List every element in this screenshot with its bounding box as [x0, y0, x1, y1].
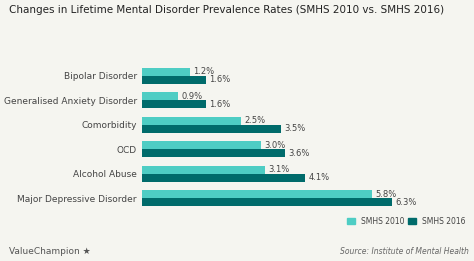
Text: 3.0%: 3.0%: [264, 141, 286, 150]
Text: 4.1%: 4.1%: [308, 173, 329, 182]
Bar: [142, 174, 305, 182]
Text: 3.1%: 3.1%: [268, 165, 290, 174]
Text: 5.8%: 5.8%: [375, 190, 397, 199]
Bar: [142, 125, 281, 133]
Text: 2.5%: 2.5%: [245, 116, 266, 125]
Bar: [142, 191, 373, 198]
Bar: [142, 68, 190, 76]
Text: Source: Institute of Mental Health: Source: Institute of Mental Health: [340, 247, 469, 256]
Text: 6.3%: 6.3%: [395, 198, 417, 207]
Text: Changes in Lifetime Mental Disorder Prevalence Rates (SMHS 2010 vs. SMHS 2016): Changes in Lifetime Mental Disorder Prev…: [9, 5, 445, 15]
Text: ValueChampion ★: ValueChampion ★: [9, 247, 91, 256]
Bar: [142, 198, 392, 206]
Bar: [142, 166, 265, 174]
Text: 1.6%: 1.6%: [209, 75, 230, 84]
Text: 3.5%: 3.5%: [284, 124, 306, 133]
Text: 3.6%: 3.6%: [288, 149, 310, 158]
Bar: [142, 149, 285, 157]
Text: 1.6%: 1.6%: [209, 100, 230, 109]
Text: 0.9%: 0.9%: [181, 92, 202, 101]
Bar: [142, 92, 178, 100]
Bar: [142, 117, 241, 125]
Legend: SMHS 2010, SMHS 2016: SMHS 2010, SMHS 2016: [347, 217, 465, 226]
Bar: [142, 76, 206, 84]
Bar: [142, 141, 261, 149]
Text: 1.2%: 1.2%: [193, 67, 214, 76]
Bar: [142, 100, 206, 108]
